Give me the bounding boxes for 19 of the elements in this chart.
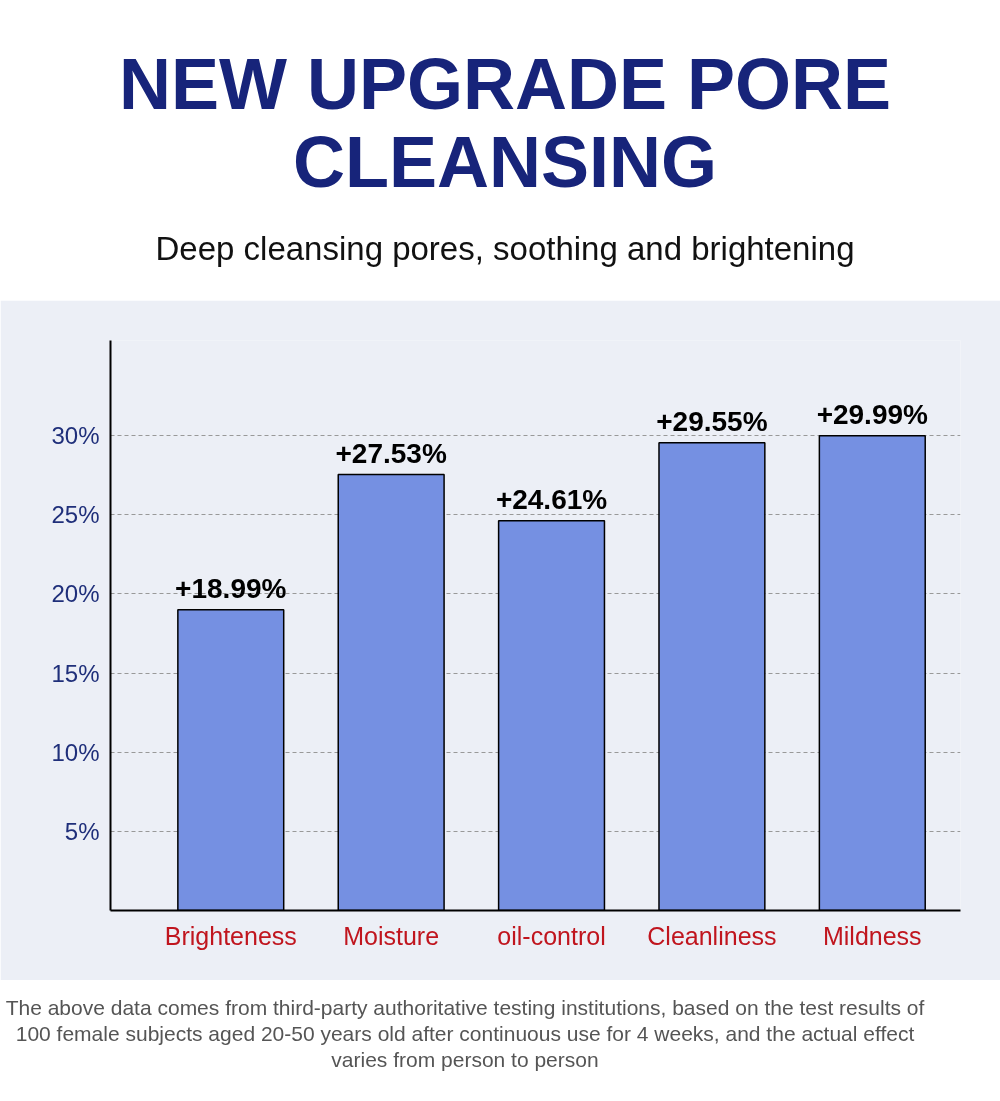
y-tick-label: 30% (51, 422, 100, 449)
data-label: +24.61% (495, 483, 608, 515)
data-label: +18.99% (175, 572, 287, 604)
y-tick-label: 25% (51, 501, 100, 529)
x-tick-label: Brighteness (164, 921, 297, 950)
data-label: +29.99% (816, 398, 929, 430)
y-tick-label: 5% (64, 817, 100, 845)
data-label: +27.53% (335, 437, 447, 469)
x-tick-label: Moisture (343, 921, 440, 950)
chart-subtitle: Deep cleansing pores, soothing and brightening (154, 229, 856, 269)
x-tick-label: oil-control (497, 921, 606, 950)
chart-title: NEW UPGRADE PORE CLEANSING (117, 44, 893, 202)
y-tick-label: 15% (51, 659, 100, 687)
y-tick-label: 10% (51, 738, 100, 766)
x-tick-label: Mildness (822, 921, 922, 950)
text: The above data comes from third-party authoritative testing institutions, based on the test results of 100 female subjects aged 20-50 years old after continuous use for 4 weeks, and the actual effect varies from person to person (5, 995, 925, 1073)
x-tick-label: Cleanliness (647, 921, 777, 950)
data-label: +29.55% (656, 405, 768, 437)
y-tick-label: 20% (51, 580, 100, 608)
